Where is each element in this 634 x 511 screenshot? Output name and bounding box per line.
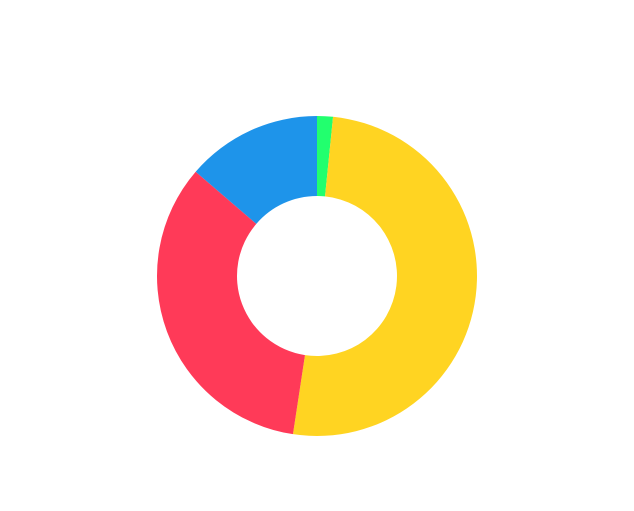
doughnut-segment (317, 116, 334, 197)
doughnut-segment (195, 116, 317, 224)
doughnut-segment (157, 171, 305, 435)
doughnut-segment (292, 116, 478, 437)
